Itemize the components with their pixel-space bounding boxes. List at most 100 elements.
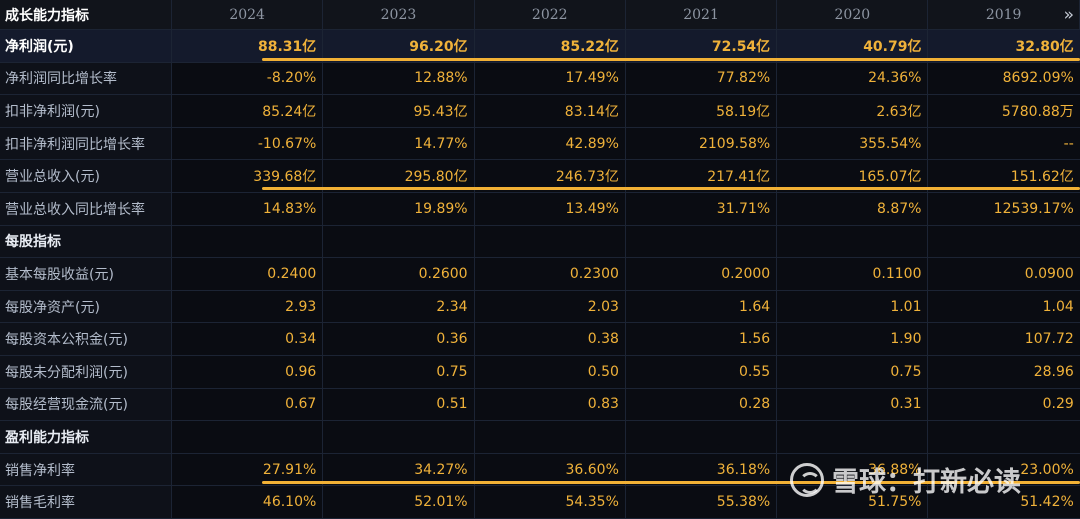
row-label[interactable]: 营业总收入(元) [0,160,172,192]
value-cell: 0.34 [172,323,324,355]
value-cell: 72.54亿 [626,30,778,62]
value-cell: 151.62亿 [1010,169,1074,186]
year-header[interactable]: 2019 [928,0,1080,29]
value-cell: 12539.17% [993,200,1074,217]
value-cell: 27.91% [172,453,324,486]
row-label[interactable]: 扣非净利润同比增长率 [0,127,172,160]
value-cell: 2109.58% [626,127,778,160]
year-header[interactable]: 2024 [172,0,324,29]
value-cell: 0.2000 [626,258,778,290]
row-label[interactable]: 每股未分配利润(元) [0,355,172,388]
double-chevron-right-icon[interactable]: » [1063,5,1074,25]
value-cell [777,225,929,258]
value-cell: 32.80亿 [1015,38,1074,55]
table-row: 每股净资产(元) 2.93 2.34 2.03 1.64 1.01 1.04 [0,290,1080,324]
value-cell [172,225,324,258]
year-header[interactable]: 2021 [626,0,778,29]
row-label[interactable]: 净利润(元) [0,30,172,62]
value-cell: 0.51 [323,388,475,421]
row-label[interactable]: 营业总收入同比增长率 [0,192,172,225]
value-cell: 0.75 [323,355,475,388]
value-cell: 24.36% [777,62,929,95]
header-title: 成长能力指标 [0,0,172,29]
underline-annotation [262,481,1080,484]
value-cell: 0.0900 [1024,265,1074,282]
value-cell [475,225,626,258]
underline-annotation [262,187,1080,190]
value-cell: 51.75% [777,486,929,518]
row-label[interactable]: 扣非净利润(元) [0,95,172,127]
value-cell: 42.89% [475,127,626,160]
value-cell [626,225,778,258]
row-label[interactable]: 销售净利率 [0,453,172,486]
value-cell: 246.73亿 [475,160,626,192]
section-header-row: 盈利能力指标 [0,421,1080,454]
value-cell: 0.31 [777,388,929,421]
value-cell [323,421,475,453]
value-cell: 0.55 [626,355,778,388]
table-row: 净利润(元) 88.31亿 96.20亿 85.22亿 72.54亿 40.79亿 32.8… [0,30,1080,63]
value-cell: 85.22亿 [475,30,626,62]
value-cell: 0.2600 [323,258,475,290]
value-cell: 23.00% [1020,461,1074,478]
snowball-logo-icon [790,462,824,497]
row-label[interactable]: 每股净资产(元) [0,290,172,323]
value-cell: 107.72 [1024,331,1074,348]
table-row: 每股资本公积金(元) 0.34 0.36 0.38 1.56 1.90 107.72 [0,323,1080,356]
year-header[interactable]: 2023 [323,0,475,29]
value-cell: 0.28 [626,388,778,421]
value-cell [777,421,929,453]
row-label[interactable]: 净利润同比增长率 [0,62,172,95]
value-cell [323,225,475,258]
watermark-text: 雪球：打新必读 [832,467,1021,498]
value-cell: 58.19亿 [626,95,778,127]
value-cell: 34.27% [323,453,475,486]
value-cell: 0.38 [475,323,626,355]
value-cell: 19.89% [323,192,475,225]
table-row: 营业总收入(元) 339.68亿 295.80亿 246.73亿 217.41亿 165.… [0,160,1080,193]
value-cell: 339.68亿 [172,160,324,192]
value-cell: 85.24亿 [172,95,324,127]
value-cell: 0.1100 [777,258,929,290]
value-cell: 51.42% [1020,494,1074,511]
table-header: 成长能力指标 2024 2023 2022 2021 2020 2019 [0,0,1080,30]
value-cell: -10.67% [172,127,324,160]
value-cell: 36.88% [777,453,929,486]
value-cell: 1.04 [1042,298,1074,315]
section-label: 每股指标 [0,225,172,258]
row-label[interactable]: 每股资本公积金(元) [0,323,172,355]
row-label[interactable]: 销售毛利率 [0,486,172,518]
value-cell: 0.2300 [475,258,626,290]
table-row: 营业总收入同比增长率 14.83% 19.89% 13.49% 31.71% 8.87% 1… [0,192,1080,226]
value-cell: 0.67 [172,388,324,421]
row-label[interactable]: 基本每股收益(元) [0,258,172,290]
value-cell: 0.83 [475,388,626,421]
table-row: 净利润同比增长率 -8.20% 12.88% 17.49% 77.82% 24.36% 86… [0,62,1080,96]
section-label: 盈利能力指标 [0,421,172,453]
value-cell: 0.75 [777,355,929,388]
value-cell: 83.14亿 [475,95,626,127]
row-label[interactable]: 每股经营现金流(元) [0,388,172,421]
value-cell: 0.29 [1042,396,1074,413]
table-row: 每股经营现金流(元) 0.67 0.51 0.83 0.28 0.31 0.29 [0,388,1080,422]
value-cell: 8.87% [777,192,929,225]
underline-annotation [262,58,1080,61]
value-cell: 2.03 [475,290,626,323]
year-header[interactable]: 2020 [777,0,929,29]
value-cell [928,421,1079,453]
year-header[interactable]: 2022 [475,0,626,29]
value-cell: 2.34 [323,290,475,323]
value-cell: 14.77% [323,127,475,160]
value-cell [626,421,778,453]
value-cell: 28.96 [1033,363,1074,380]
value-cell [172,421,324,453]
value-cell [928,226,1079,258]
value-cell: 1.01 [777,290,929,323]
value-cell: 46.10% [172,486,324,518]
value-cell: 2.93 [172,290,324,323]
value-cell: 77.82% [626,62,778,95]
value-cell: 0.2400 [172,258,324,290]
table-row: 基本每股收益(元) 0.2400 0.2600 0.2300 0.2000 0.1100 0… [0,258,1080,291]
value-cell: 96.20亿 [323,30,475,62]
